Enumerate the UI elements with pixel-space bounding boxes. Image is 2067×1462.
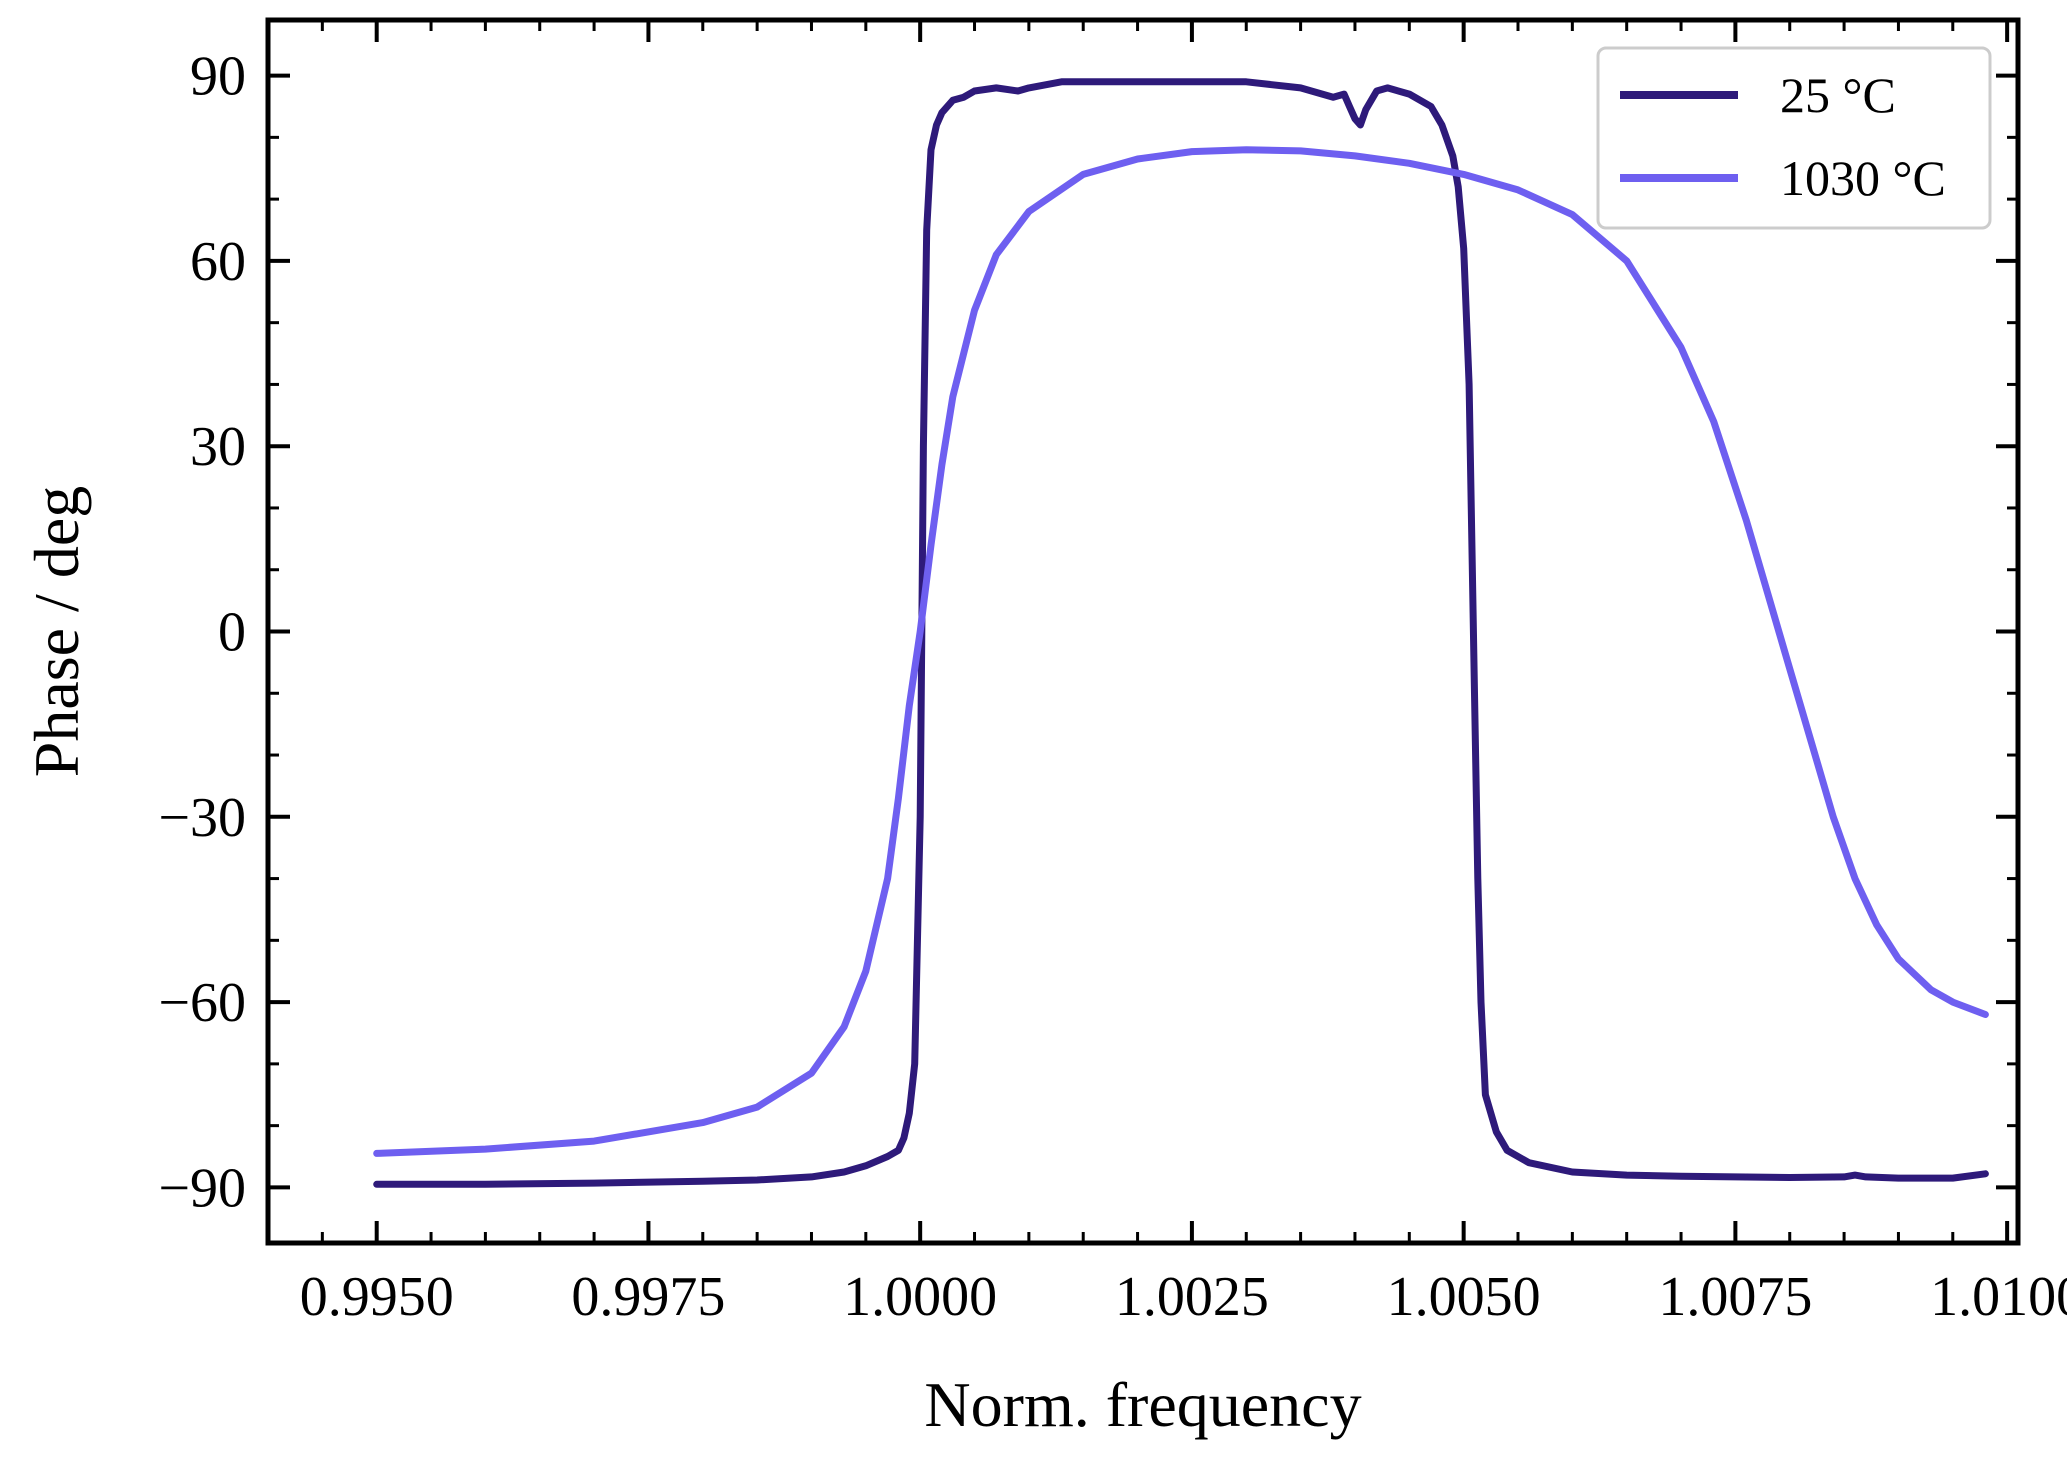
x-axis-label: Norm. frequency [924,1369,1361,1440]
y-tick-label: 90 [190,46,246,108]
y-tick-label: −30 [158,787,246,849]
x-tick-label: 0.9950 [300,1266,454,1328]
x-tick-label: 1.0000 [843,1266,997,1328]
series-line-0 [373,78,1989,1188]
y-tick-label: 0 [218,602,246,664]
y-tick-label: −90 [158,1157,246,1219]
x-tick-label: 1.0050 [1387,1266,1541,1328]
y-tick-label: 30 [190,416,246,478]
x-tick-label: 1.0075 [1658,1266,1812,1328]
legend: 25 °C 1030 °C [1596,46,1992,230]
y-tick-label: −60 [158,972,246,1034]
y-axis-label: Phase / deg [21,486,92,778]
series-line-1 [373,146,1989,1157]
x-tick-label: 0.9975 [571,1266,725,1328]
series-lines [373,78,1989,1188]
tick-labels: 0.9950 0.9975 1.0000 1.0025 1.0050 1.0075 1.01… [158,46,2067,1328]
x-tick-label: 1.0100 [1930,1266,2067,1328]
x-tick-label: 1.0025 [1115,1266,1269,1328]
legend-label-1030c: 1030 °C [1780,150,1946,206]
y-tick-label: 60 [190,231,246,293]
plot-frame [265,17,2021,1246]
legend-label-25c: 25 °C [1780,67,1896,123]
